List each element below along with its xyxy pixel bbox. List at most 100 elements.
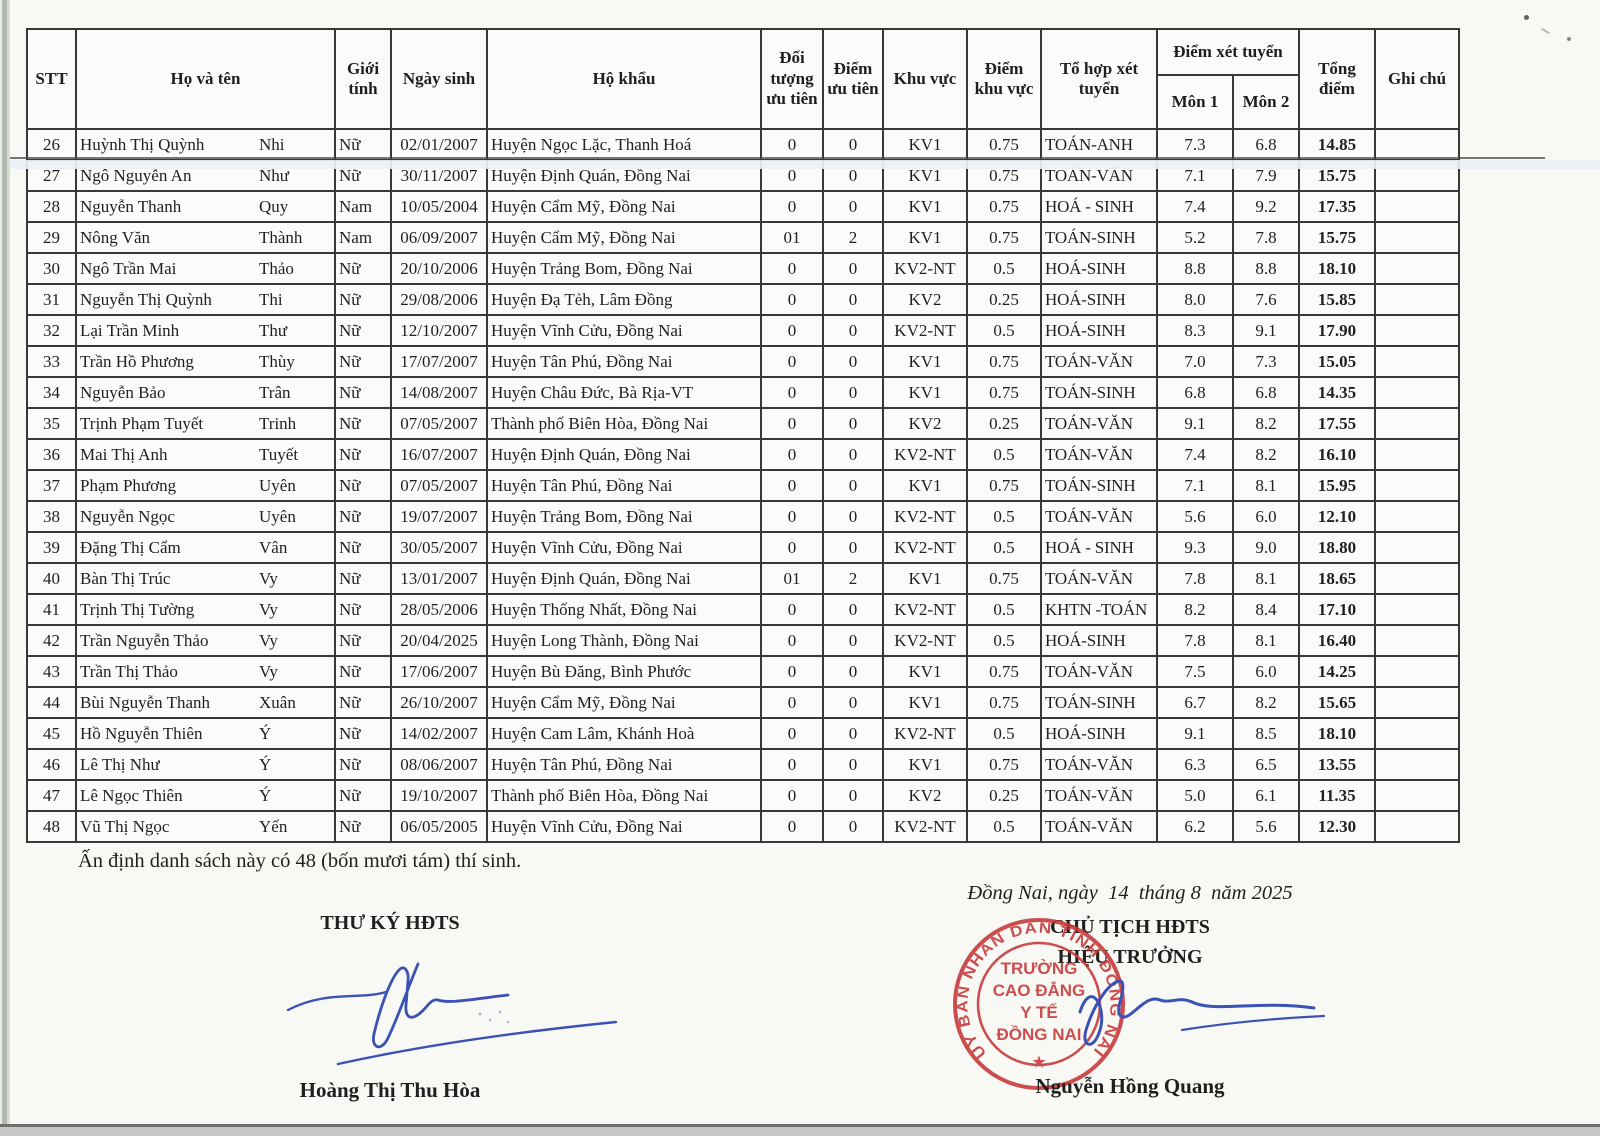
header-name: Họ và tên (75, 28, 336, 130)
cell-region: KV2-NT (882, 252, 968, 285)
cell-total: 17.10 (1298, 593, 1376, 626)
cell-priority-points: 0 (822, 779, 884, 812)
cell-priority-group: 0 (760, 438, 824, 471)
cell-total: 11.35 (1298, 779, 1376, 812)
cell-priority-points: 0 (822, 717, 884, 750)
cell-total: 15.75 (1298, 221, 1376, 254)
cell-note (1374, 314, 1460, 347)
cell-given-name: Thùy (259, 351, 295, 371)
cell-given-name: Thi (259, 289, 283, 309)
cell-residence: Thành phố Biên Hòa, Đồng Nai (486, 407, 762, 440)
cell-residence: Huyện Trảng Bom, Đồng Nai (486, 500, 762, 533)
cell-dob: 02/01/2007 (390, 128, 488, 161)
cell-gender: Nữ (334, 779, 392, 812)
header-region: Khu vực (882, 28, 968, 130)
cell-dob: 17/07/2007 (390, 345, 488, 378)
chairman-title: CHỦ TỊCH HĐTS (1050, 916, 1210, 938)
cell-region: KV1 (882, 345, 968, 378)
cell-note (1374, 500, 1460, 533)
cell-stt: 30 (26, 252, 77, 285)
cell-subject1: 9.3 (1156, 531, 1234, 564)
cell-stt: 41 (26, 593, 77, 626)
cell-residence: Huyện Bù Đăng, Bình Phước (486, 655, 762, 688)
cell-residence: Huyện Tân Phú, Đồng Nai (486, 469, 762, 502)
cell-residence: Huyện Tân Phú, Đồng Nai (486, 345, 762, 378)
cell-given-name: Thảo (259, 258, 294, 278)
cell-subject1: 9.1 (1156, 407, 1234, 440)
cell-gender: Nữ (334, 314, 392, 347)
school-seal-stamp: UỶ BAN NHÂN DÂN TỈNH ĐỒNG NAI TRƯỜNG CAO… (953, 918, 1125, 1090)
cell-total: 18.10 (1298, 717, 1376, 750)
cell-region: KV2-NT (882, 500, 968, 533)
cell-given-name: Trân (259, 382, 291, 402)
cell-family-name: Nguyễn Ngọc (80, 506, 175, 526)
cell-subject1: 6.7 (1156, 686, 1234, 719)
cell-gender: Nữ (334, 500, 392, 533)
cell-combination: HOÁ-SINH (1040, 624, 1158, 657)
table-row: 43 Trần Thị Thảo Vy Nữ 17/06/2007 Huyện B… (26, 655, 1460, 688)
cell-given-name: Nhi (259, 134, 285, 154)
table-row: 48 Vũ Thị Ngọc Yến Nữ 06/05/2005 Huyện Vĩ… (26, 810, 1460, 843)
cell-total: 18.65 (1298, 562, 1376, 595)
cell-given-name: Ý (259, 785, 272, 805)
cell-priority-group: 0 (760, 655, 824, 688)
cell-gender: Nữ (334, 283, 392, 316)
cell-name: Trần Thị Thảo Vy (75, 655, 336, 688)
cell-note (1374, 593, 1460, 626)
cell-name: Lại Trần Minh Thư (75, 314, 336, 347)
cell-region: KV1 (882, 655, 968, 688)
cell-region: KV2-NT (882, 717, 968, 750)
cell-priority-group: 0 (760, 407, 824, 440)
cell-region-points: 0.25 (966, 779, 1042, 812)
cell-subject1: 7.0 (1156, 345, 1234, 378)
cell-gender: Nữ (334, 531, 392, 564)
cell-region: KV2-NT (882, 531, 968, 564)
cell-name: Lê Thị Như Ý (75, 748, 336, 781)
cell-region-points: 0.75 (966, 345, 1042, 378)
cell-stt: 45 (26, 717, 77, 750)
secretary-title: THƯ KÝ HĐTS (320, 912, 460, 934)
cell-priority-points: 2 (822, 562, 884, 595)
cell-name: Mai Thị Anh Tuyết (75, 438, 336, 471)
cell-subject1: 7.4 (1156, 190, 1234, 223)
cell-residence: Huyện Cam Lâm, Khánh Hoà (486, 717, 762, 750)
cell-priority-group: 0 (760, 252, 824, 285)
cell-note (1374, 221, 1460, 254)
cell-total: 16.10 (1298, 438, 1376, 471)
cell-subject2: 8.1 (1232, 624, 1300, 657)
cell-residence: Huyện Vĩnh Cửu, Đồng Nai (486, 314, 762, 347)
cell-total: 17.90 (1298, 314, 1376, 347)
cell-priority-points: 0 (822, 593, 884, 626)
cell-priority-group: 0 (760, 376, 824, 409)
cell-note (1374, 655, 1460, 688)
cell-combination: HOÁ-SINH (1040, 283, 1158, 316)
cell-region-points: 0.75 (966, 128, 1042, 161)
cell-combination: TOÁN-VĂN (1040, 748, 1158, 781)
cell-region-points: 0.5 (966, 500, 1042, 533)
cell-combination: TOÁN-VĂN (1040, 562, 1158, 595)
cell-stt: 36 (26, 438, 77, 471)
cell-subject2: 6.0 (1232, 500, 1300, 533)
cell-region: KV2-NT (882, 810, 968, 843)
cell-stt: 40 (26, 562, 77, 595)
cell-given-name: Vy (259, 568, 278, 588)
cell-subject2: 8.2 (1232, 686, 1300, 719)
cell-region-points: 0.75 (966, 469, 1042, 502)
table-row: 37 Phạm Phương Uyên Nữ 07/05/2007 Huyện T… (26, 469, 1460, 502)
cell-region-points: 0.5 (966, 531, 1042, 564)
cell-family-name: Nguyễn Thị Quỳnh (80, 289, 212, 309)
cell-region-points: 0.75 (966, 686, 1042, 719)
cell-given-name: Ý (259, 723, 272, 743)
cell-total: 14.85 (1298, 128, 1376, 161)
table-row: 41 Trịnh Thị Tường Vy Nữ 28/05/2006 Huyện… (26, 593, 1460, 626)
cell-stt: 38 (26, 500, 77, 533)
cell-dob: 13/01/2007 (390, 562, 488, 595)
cell-combination: HOÁ - SINH (1040, 190, 1158, 223)
cell-family-name: Lê Thị Như (80, 754, 160, 774)
cell-priority-group: 0 (760, 779, 824, 812)
cell-residence: Huyện Ngọc Lặc, Thanh Hoá (486, 128, 762, 161)
cell-subject1: 7.3 (1156, 128, 1234, 161)
scan-glitch-line (0, 157, 1545, 159)
cell-note (1374, 686, 1460, 719)
cell-stt: 32 (26, 314, 77, 347)
